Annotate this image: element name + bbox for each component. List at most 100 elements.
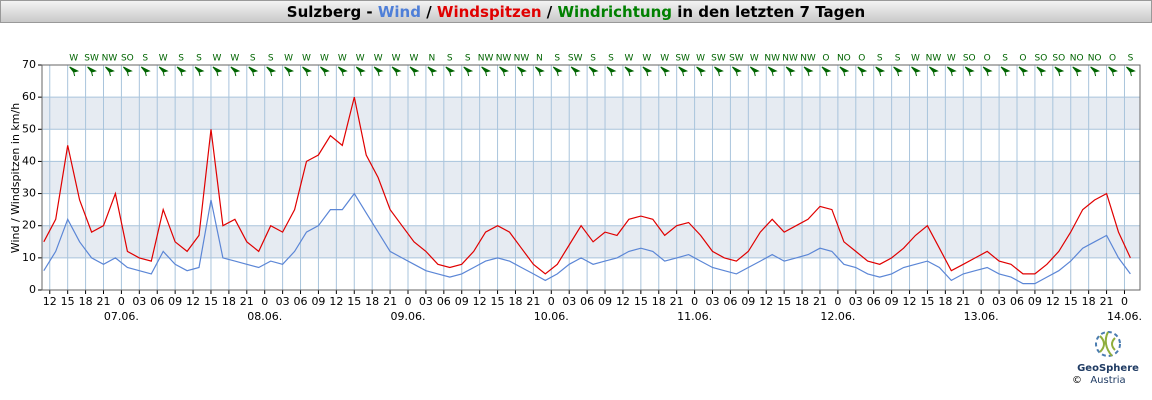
date-label: 12.06. <box>820 310 855 323</box>
chart-title: Sulzberg - Wind / Windspitzen / Windrich… <box>287 3 865 21</box>
x-tick-label: 15 <box>491 295 505 308</box>
direction-arrow <box>875 66 886 77</box>
x-tick-label: 21 <box>240 295 254 308</box>
x-tick-label: 12 <box>329 295 343 308</box>
direction-label: O <box>822 54 829 64</box>
direction-arrow <box>588 66 599 77</box>
direction-label: NW <box>782 54 798 64</box>
y-tick-label: 50 <box>22 122 36 135</box>
date-label: 13.06. <box>964 310 999 323</box>
x-tick-label: 0 <box>1121 295 1128 308</box>
x-tick-label: 21 <box>96 295 110 308</box>
direction-arrow <box>821 66 832 77</box>
direction-arrow <box>857 66 868 77</box>
direction-label: SO <box>1034 54 1047 64</box>
direction-label: S <box>465 54 471 64</box>
direction-arrow <box>463 66 474 77</box>
x-tick-label: 06 <box>437 295 451 308</box>
direction-label: O <box>1109 54 1116 64</box>
x-tick-label: 21 <box>1100 295 1114 308</box>
direction-label: N <box>429 54 436 64</box>
x-tick-label: 03 <box>562 295 576 308</box>
direction-label: W <box>410 54 419 64</box>
direction-arrow <box>767 66 778 77</box>
direction-label: NW <box>514 54 530 64</box>
direction-arrow <box>660 66 671 77</box>
direction-arrow <box>320 66 330 77</box>
direction-label: SW <box>84 54 99 64</box>
x-tick-label: 06 <box>1010 295 1024 308</box>
x-tick-label: 15 <box>61 295 75 308</box>
copyright: © <box>1072 375 1082 386</box>
direction-arrow <box>266 66 277 77</box>
direction-label: NW <box>764 54 780 64</box>
direction-arrow <box>1000 66 1011 77</box>
direction-arrow <box>69 66 80 77</box>
x-tick-label: 09 <box>1028 295 1042 308</box>
direction-arrow <box>803 66 814 77</box>
direction-label: S <box>268 54 274 64</box>
direction-arrow <box>445 66 456 77</box>
x-tick-label: 18 <box>222 295 236 308</box>
direction-arrow <box>946 66 957 77</box>
band <box>42 161 1140 194</box>
direction-label: NW <box>496 54 512 64</box>
direction-arrow <box>839 66 850 77</box>
title-part: Sulzberg - <box>287 3 378 21</box>
band <box>42 97 1140 130</box>
direction-arrow <box>1072 66 1083 77</box>
direction-arrow <box>1054 66 1065 77</box>
direction-arrow <box>624 66 635 77</box>
direction-arrow <box>714 66 724 77</box>
x-tick-label: 12 <box>473 295 487 308</box>
x-tick-label: 0 <box>978 295 985 308</box>
direction-arrow <box>391 66 402 77</box>
date-label: 10.06. <box>534 310 569 323</box>
date-label: 08.06. <box>247 310 282 323</box>
direction-label: W <box>69 54 78 64</box>
x-tick-label: 18 <box>795 295 809 308</box>
y-tick-label: 0 <box>29 283 36 296</box>
title-part: Windspitzen <box>437 3 542 21</box>
direction-arrow <box>570 66 581 77</box>
series-line <box>43 192 1131 285</box>
direction-arrow <box>373 66 384 77</box>
x-tick-label: 21 <box>526 295 540 308</box>
x-tick-label: 03 <box>706 295 720 308</box>
x-tick-label: 12 <box>1046 295 1060 308</box>
direction-label: SO <box>1052 54 1065 64</box>
direction-label: S <box>447 54 453 64</box>
y-tick-label: 30 <box>22 187 36 200</box>
direction-arrow <box>87 66 97 77</box>
direction-label: S <box>590 54 596 64</box>
direction-arrow <box>785 66 796 77</box>
date-label: 09.06. <box>391 310 426 323</box>
title-part: in den letzten 7 Tagen <box>672 3 865 21</box>
y-tick-label: 60 <box>22 90 36 103</box>
direction-arrow <box>499 66 509 77</box>
direction-label: S <box>895 54 901 64</box>
direction-arrow <box>122 66 133 77</box>
x-tick-label: 15 <box>920 295 934 308</box>
x-tick-label: 06 <box>867 295 881 308</box>
direction-label: S <box>178 54 184 64</box>
date-label: 11.06. <box>677 310 712 323</box>
x-tick-label: 15 <box>777 295 791 308</box>
direction-arrow <box>911 66 921 77</box>
direction-label: NO <box>1088 54 1102 64</box>
direction-label: W <box>624 54 633 64</box>
direction-label: W <box>320 54 329 64</box>
x-tick-label: 09 <box>741 295 755 308</box>
direction-label: NO <box>837 54 851 64</box>
direction-label: W <box>642 54 651 64</box>
direction-label: SW <box>675 54 690 64</box>
x-tick-label: 06 <box>723 295 737 308</box>
x-tick-label: 09 <box>311 295 325 308</box>
direction-arrow <box>427 66 438 77</box>
x-tick-label: 15 <box>634 295 648 308</box>
direction-label: W <box>356 54 365 64</box>
direction-arrow <box>731 66 742 77</box>
x-tick-label: 15 <box>204 295 218 308</box>
x-tick-label: 0 <box>405 295 412 308</box>
direction-arrow <box>642 66 653 77</box>
